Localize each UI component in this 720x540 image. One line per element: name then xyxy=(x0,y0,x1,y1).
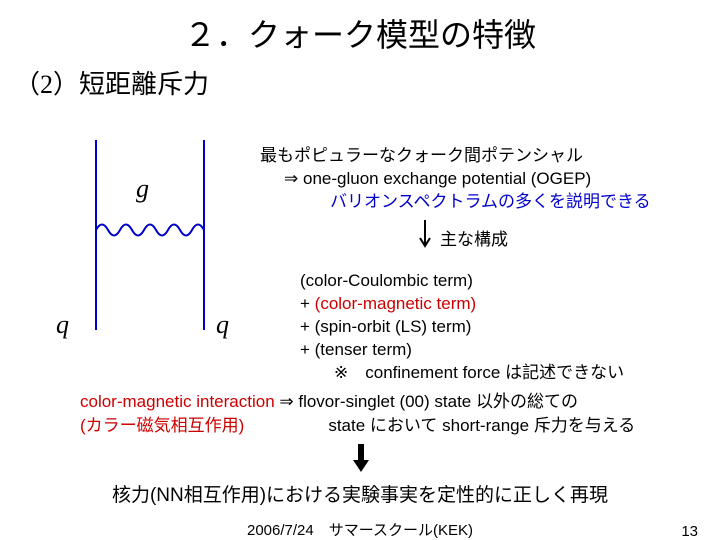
g-label: g xyxy=(136,174,149,204)
main-composition-label: 主な構成 xyxy=(440,225,508,250)
q-left-label: q xyxy=(56,310,69,340)
baryon-line: バリオンスペクトラムの多くを説明できる xyxy=(330,191,700,214)
plus-1: + xyxy=(300,294,315,313)
term-cm-red: (color-magnetic term) xyxy=(315,294,477,313)
popular-line-1: 最もポピュラーなクォーク間ポテンシャル xyxy=(260,145,700,168)
conclusion-line: 核力(NN相互作用)における実験事実を定性的に正しく再現 xyxy=(0,480,720,507)
term-tensor: + (tenser term) xyxy=(300,339,700,362)
footer-text: 2006/7/24 サマースクール(KEK) xyxy=(0,519,720,540)
arrow-glyph: ⇒ xyxy=(284,169,298,188)
cm-jp-red: (カラー磁気相互作用) xyxy=(80,416,244,435)
ogep-text: one-gluon exchange potential (OGEP) xyxy=(303,169,591,188)
cm-line-2: (カラー磁気相互作用) state において short-range 斥力を与える xyxy=(80,414,680,438)
cm-line-2-rest: state において short-range 斥力を与える xyxy=(328,416,635,435)
ogep-block: 最もポピュラーなクォーク間ポテンシャル ⇒ one-gluon exchange… xyxy=(260,145,700,214)
term-color-magnetic: + (color-magnetic term) xyxy=(300,293,700,316)
cm-interaction-red: color-magnetic interaction xyxy=(80,392,275,411)
diagram-svg xyxy=(70,130,230,340)
term-spin-orbit: + (spin-orbit (LS) term) xyxy=(300,316,700,339)
terms-block: (color-Coulombic term) + (color-magnetic… xyxy=(300,270,700,385)
page-title: ２．クォーク模型の特徴 xyxy=(0,10,720,56)
gluon-exchange-diagram: g q q xyxy=(70,130,230,340)
thick-down-arrow-icon xyxy=(352,442,370,474)
cm-line-1-rest: ⇒ flovor-singlet (00) state 以外の総ての xyxy=(275,392,578,411)
subheading: （2）短距離斥力 xyxy=(14,64,720,101)
color-magnetic-block: color-magnetic interaction ⇒ flovor-sing… xyxy=(80,390,680,438)
popular-line-2: ⇒ one-gluon exchange potential (OGEP) xyxy=(260,168,700,191)
q-right-label: q xyxy=(216,310,229,340)
confinement-note: ※ confinement force は記述できない xyxy=(334,362,700,385)
down-arrow-icon xyxy=(418,218,432,250)
page-number: 13 xyxy=(681,523,698,540)
term-coulombic: (color-Coulombic term) xyxy=(300,270,700,293)
cm-line-1: color-magnetic interaction ⇒ flovor-sing… xyxy=(80,390,680,414)
